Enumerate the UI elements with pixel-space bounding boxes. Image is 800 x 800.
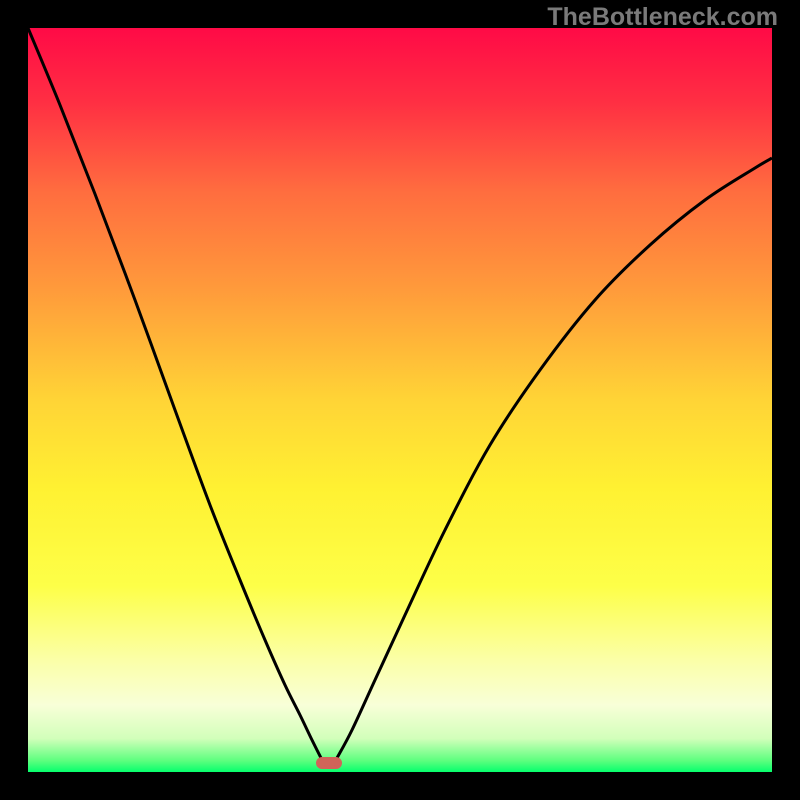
watermark-text: TheBottleneck.com — [547, 3, 778, 32]
gradient-plot-area — [28, 28, 772, 772]
chart-container: TheBottleneck.com — [0, 0, 800, 800]
bottom-marker — [316, 757, 342, 769]
